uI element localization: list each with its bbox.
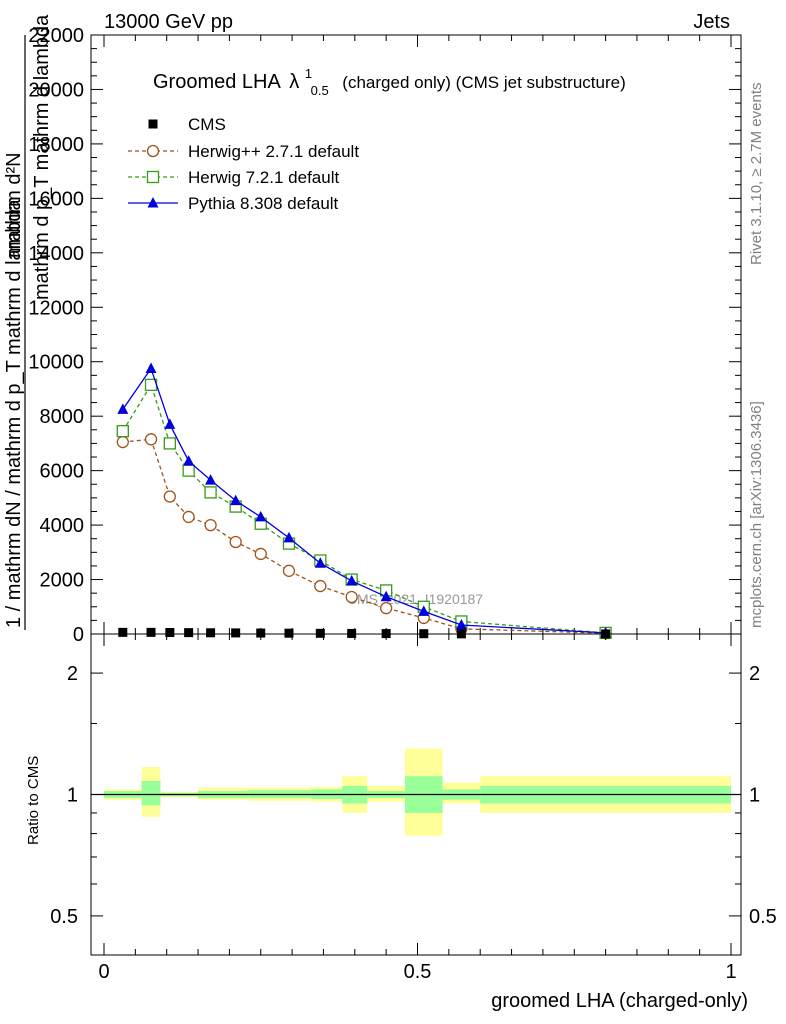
ratio-y-tick-label: 0.5 — [50, 906, 78, 928]
data-point — [418, 605, 430, 616]
title-main: Groomed LHA — [153, 71, 281, 93]
ratio-y-label: Ratio to CMS — [25, 756, 42, 845]
main-axis-ticks — [91, 34, 741, 635]
ratio-inner-band — [141, 781, 161, 806]
main-y-tick-label: 8000 — [40, 406, 85, 428]
data-point — [282, 564, 296, 577]
data-point — [205, 474, 217, 485]
x-tick-label: 0.5 — [404, 961, 432, 983]
ratio-y-tick-label-right: 2 — [749, 663, 760, 685]
y-label-denominator: mathrm d p_T mathrm d lambda — [31, 14, 53, 300]
main-y-tick-label: 14000 — [28, 243, 84, 265]
data-point — [117, 403, 129, 414]
data-point — [184, 628, 194, 638]
main-y-tick-label: 0 — [73, 624, 84, 646]
x-tick-labels: 0 0.5 1 — [98, 961, 736, 983]
ratio-tick-labels: 0.5 0.5 1 1 2 2 — [50, 663, 777, 928]
y-label-main: 1 / mathrm dN / mathrm d p_T mathrm d la… — [3, 198, 25, 628]
data-point — [204, 518, 217, 532]
data-point — [379, 601, 393, 615]
main-y-tick-label: 16000 — [28, 188, 84, 210]
data-point — [345, 590, 358, 604]
data-point — [116, 425, 129, 438]
legend-marker — [147, 197, 159, 208]
data-point — [283, 531, 295, 543]
data-point — [256, 628, 266, 638]
header-jets: Jets — [693, 11, 730, 33]
data-point — [145, 362, 157, 374]
main-y-tick-label: 22000 — [28, 25, 84, 47]
data-point — [314, 557, 326, 568]
series-line — [122, 367, 606, 634]
data-point — [254, 547, 267, 561]
data-point — [146, 627, 156, 637]
legend-marker — [146, 144, 160, 158]
ratio-bands — [104, 748, 731, 836]
data-point — [116, 435, 129, 449]
legend-marker — [148, 119, 158, 129]
header-energy: 13000 GeV pp — [104, 11, 233, 33]
title-suffix: (charged only) (CMS jet substructure) — [342, 73, 625, 92]
data-point — [230, 494, 242, 506]
ratio-y-tick-label: 1 — [67, 785, 78, 807]
main-y-tick-label: 6000 — [40, 461, 85, 483]
main-y-tick-label: 12000 — [28, 297, 84, 319]
legend-label: Pythia 8.308 default — [188, 194, 339, 213]
analysis-watermark: CMS_2021_I1920187 — [347, 591, 483, 607]
y-label-numerator: mathrm d²N — [3, 152, 25, 258]
ratio-axis-ticks — [91, 634, 741, 955]
main-y-tick-label: 2000 — [40, 570, 85, 592]
main-y-tick-label: 20000 — [28, 79, 84, 101]
data-point — [163, 490, 176, 503]
main-y-tick-label: 4000 — [40, 515, 85, 537]
x-axis-label: groomed LHA (charged-only) — [491, 990, 748, 1012]
title-sub: 0.5 — [311, 83, 329, 98]
data-point — [144, 433, 158, 446]
data-point — [204, 486, 217, 499]
title-symbol: λ — [289, 71, 299, 93]
main-y-tick-labels: 0 2000 4000 6000 8000 10000 12000 14000 16000 180… — [28, 25, 84, 646]
legend-label: Herwig 7.2.1 default — [188, 168, 339, 187]
data-point — [163, 437, 176, 450]
ratio-y-tick-label: 2 — [67, 663, 78, 685]
data-point — [455, 619, 467, 630]
plot-title: Groomed LHA λ 1 0.5 (charged only) (CMS … — [153, 61, 626, 100]
mcplots-label: mcplots.cern.ch [arXiv:1306.3436] — [748, 401, 765, 628]
data-point — [347, 628, 357, 638]
data-point — [165, 628, 175, 638]
rivet-label: Rivet 3.1.10, ≥ 2.7M events — [748, 83, 765, 266]
x-tick-label: 0 — [98, 961, 109, 983]
series-3 — [117, 362, 612, 638]
legend-label: Herwig++ 2.7.1 default — [188, 142, 359, 161]
data-point — [231, 628, 241, 638]
legend-marker — [146, 170, 160, 184]
data-point — [164, 418, 176, 429]
data-point — [229, 535, 242, 549]
data-point — [346, 574, 358, 586]
ratio-y-tick-label-right: 1 — [749, 785, 760, 807]
data-point — [182, 464, 195, 477]
data-point — [255, 510, 267, 522]
data-point — [206, 628, 216, 638]
data-point — [314, 579, 327, 593]
data-point — [183, 455, 195, 466]
ratio-y-tick-label-right: 0.5 — [749, 906, 777, 928]
legend: CMS Herwig++ 2.7.1 default Herwig 7.2.1 de… — [128, 115, 359, 213]
data-point — [284, 628, 294, 638]
data-point — [182, 510, 195, 524]
title-sup: 1 — [305, 66, 312, 81]
data-point — [380, 590, 392, 602]
main-y-tick-label: 18000 — [28, 134, 84, 156]
data-point — [315, 628, 325, 638]
main-y-tick-label: 10000 — [28, 352, 84, 374]
x-tick-label: 1 — [725, 961, 736, 983]
data-point — [118, 627, 128, 637]
main-y-label: mathrm d²N mathrm d p_T mathrm d lambda … — [3, 14, 53, 630]
legend-label: CMS — [188, 115, 226, 134]
